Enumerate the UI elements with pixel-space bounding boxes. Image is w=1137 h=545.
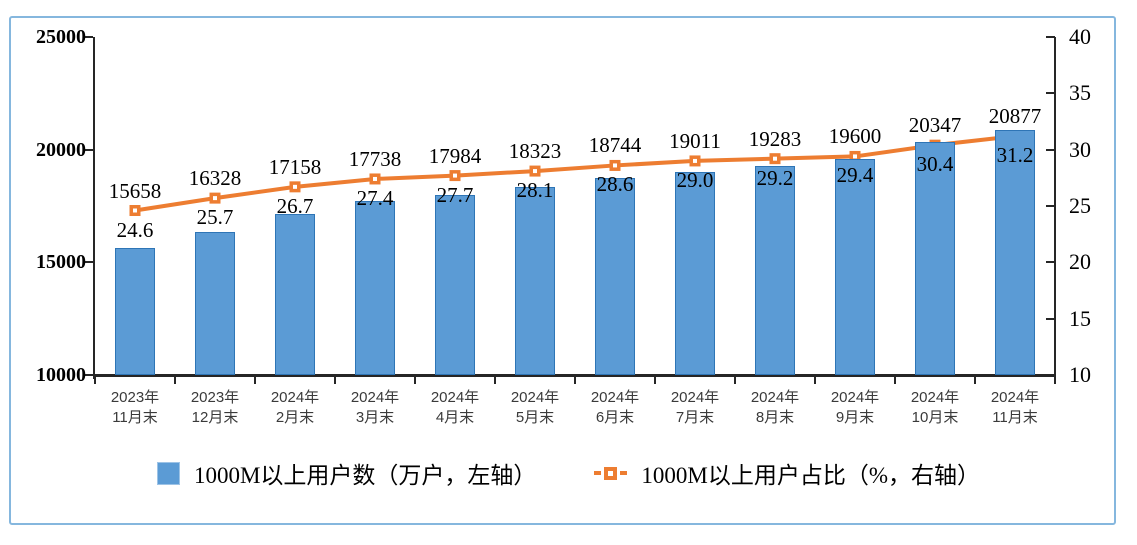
legend-label-line-series: 1000M以上用户占比（%，右轴）	[641, 463, 981, 488]
legend: 1000M以上用户数（万户，左轴） 1000M以上用户占比（%，右轴）	[0, 456, 1137, 490]
legend-item-bar-series: 1000M以上用户数（万户，左轴）	[156, 456, 537, 490]
legend-item-line-series: 1000M以上用户占比（%，右轴）	[594, 456, 980, 490]
chart-frame	[9, 16, 1116, 525]
bar-series-swatch-icon	[156, 461, 180, 485]
legend-label-bar-series: 1000M以上用户数（万户，左轴）	[193, 463, 537, 488]
line-series-marker-icon	[594, 466, 628, 480]
